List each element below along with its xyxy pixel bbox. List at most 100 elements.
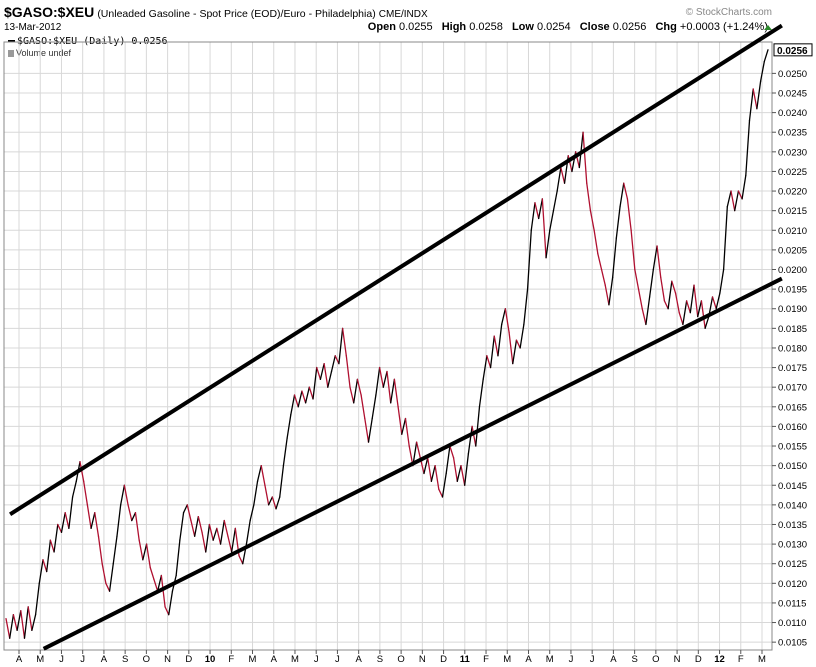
- price-segment: [482, 355, 488, 380]
- grid-lines: [4, 42, 772, 650]
- price-segment: [116, 504, 122, 537]
- price-segment: [475, 406, 481, 447]
- price-segment: [360, 394, 366, 420]
- price-segment: [737, 190, 743, 200]
- price-segment: [619, 182, 625, 208]
- price-segment: [674, 292, 680, 314]
- high-label: High: [441, 21, 467, 33]
- symbol-title: $GASO:$XEU: [4, 4, 95, 20]
- y-tick-label: 0.0180: [778, 343, 807, 354]
- x-tick-label: S: [122, 654, 128, 665]
- price-segment: [101, 563, 107, 584]
- y-tick-label: 0.0130: [778, 540, 807, 551]
- x-tick-label: N: [674, 654, 681, 665]
- price-segment: [275, 496, 281, 510]
- price-segment: [279, 464, 285, 498]
- line-swatch-icon: [8, 40, 15, 42]
- y-tick-label: 0.0135: [778, 520, 807, 531]
- price-segment: [149, 566, 155, 581]
- price-segment: [349, 386, 355, 404]
- price-segment: [127, 504, 133, 522]
- price-segment: [293, 394, 299, 408]
- price-segment: [353, 378, 359, 404]
- price-segment: [20, 610, 26, 639]
- high-value: 0.0258: [469, 21, 503, 33]
- price-segment: [604, 284, 610, 306]
- price-segment: [715, 292, 721, 310]
- x-tick-label: N: [419, 654, 426, 665]
- price-segment: [168, 590, 174, 616]
- price-segment: [693, 284, 699, 318]
- price-segment: [623, 182, 629, 200]
- y-tick-label: 0.0150: [778, 461, 807, 472]
- price-segment: [253, 480, 259, 506]
- y-tick-label: 0.0250: [778, 69, 807, 80]
- price-segment: [316, 366, 322, 380]
- price-segment: [582, 131, 588, 184]
- price-segment: [652, 245, 658, 271]
- y-tick-label: 0.0190: [778, 304, 807, 315]
- price-segment: [79, 461, 85, 482]
- price-segment: [441, 472, 447, 498]
- y-tick-label: 0.0140: [778, 500, 807, 511]
- price-segment: [438, 488, 444, 498]
- x-tick-label: A: [16, 654, 23, 665]
- price-segment: [34, 582, 40, 616]
- price-segment: [194, 515, 199, 537]
- y-tick-label: 0.0165: [778, 402, 807, 413]
- chg-label: Chg: [655, 21, 677, 33]
- price-segment: [663, 300, 669, 310]
- price-segment: [216, 527, 222, 545]
- price-segment: [630, 229, 636, 271]
- x-tick-label: J: [80, 654, 85, 665]
- low-label: Low: [511, 21, 534, 33]
- volume-swatch-icon: [8, 50, 14, 58]
- price-segment: [730, 190, 736, 212]
- symbol-description: (Unleaded Gasoline - Spot Price (EOD)/Eu…: [97, 8, 376, 20]
- price-segment: [634, 268, 640, 290]
- exchange-label: CME/INDX: [378, 9, 428, 20]
- price-segment: [60, 512, 66, 533]
- price-segment: [671, 280, 677, 294]
- y-tick-label: 0.0205: [778, 245, 807, 256]
- price-segment: [271, 496, 277, 510]
- price-segment: [186, 504, 192, 522]
- price-segment: [489, 335, 495, 369]
- x-tick-label: O: [652, 654, 659, 665]
- price-segment: [589, 210, 595, 231]
- price-segment: [153, 578, 159, 592]
- x-tick-label: D: [695, 654, 702, 665]
- x-tick-label: J: [590, 654, 595, 665]
- price-segment: [208, 523, 214, 541]
- last-value-label: 0.0256: [777, 46, 808, 57]
- price-segment: [685, 300, 691, 314]
- trendlines: [9, 23, 783, 651]
- price-segment: [297, 390, 303, 408]
- up-arrow-icon: [764, 25, 772, 30]
- low-value: 0.0254: [537, 21, 571, 33]
- x-tick-label: D: [185, 654, 192, 665]
- x-tick-label: A: [271, 654, 278, 665]
- x-tick-label: O: [143, 654, 150, 665]
- x-tick-label: M: [291, 654, 299, 665]
- price-segment: [131, 512, 137, 522]
- price-segment: [682, 300, 688, 326]
- price-segment: [434, 464, 440, 490]
- y-tick-label: 0.0160: [778, 422, 807, 433]
- price-segment: [120, 484, 126, 506]
- close-value: 0.0256: [612, 21, 647, 33]
- price-segment: [68, 496, 74, 530]
- price-segment: [393, 378, 399, 408]
- price-segment: [282, 437, 288, 467]
- x-tick-label: A: [355, 654, 362, 665]
- price-segment: [645, 296, 651, 326]
- price-segment: [530, 202, 536, 231]
- price-segment: [338, 327, 344, 365]
- x-tick-label: A: [101, 654, 108, 665]
- price-segment: [345, 355, 351, 388]
- price-segment: [427, 457, 433, 482]
- price-segment: [456, 464, 462, 482]
- price-segment: [660, 276, 666, 302]
- price-segment: [27, 606, 33, 632]
- x-tick-label: F: [738, 654, 744, 665]
